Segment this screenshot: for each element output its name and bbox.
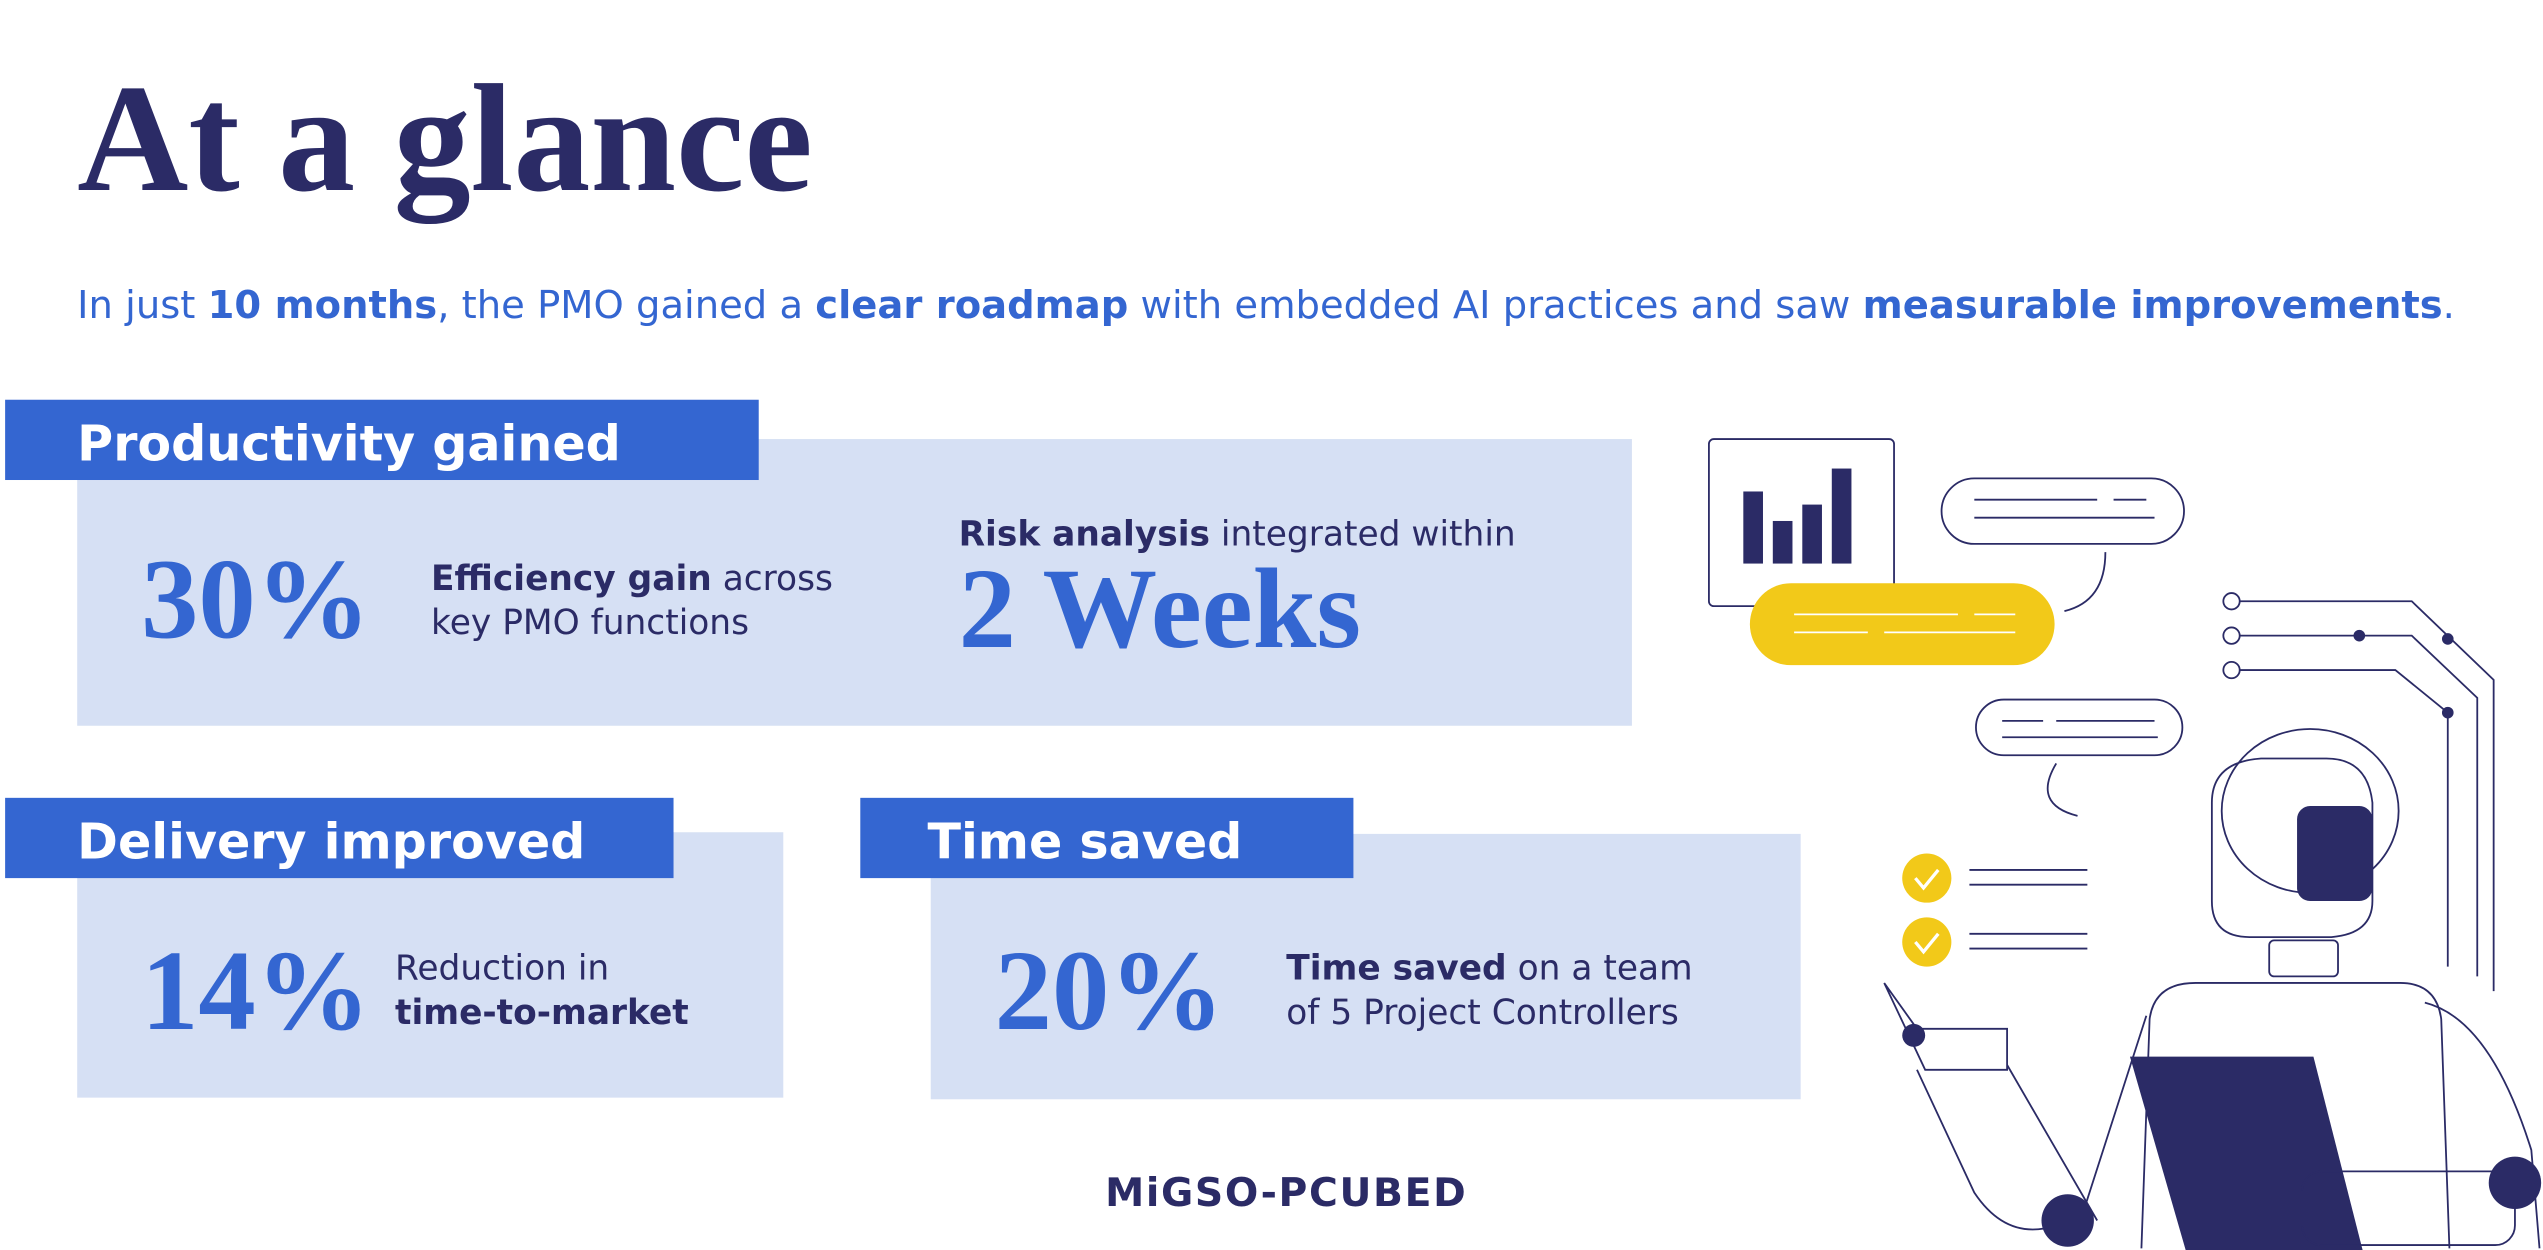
description: Reduction in time-to-market: [395, 949, 689, 1033]
stat-value: 20%: [995, 927, 1224, 1054]
card-box: [77, 439, 1632, 726]
card-tab: [5, 797, 674, 879]
text-segment: .: [2443, 283, 2455, 328]
subtitle: In just 10 months, the PMO gained a clea…: [77, 283, 2455, 328]
text-line: of 5 Project Controllers: [1286, 993, 1679, 1033]
stat-value: 14%: [141, 927, 370, 1054]
text-line: Efficiency gain across: [431, 559, 833, 599]
description: Risk analysis integrated within: [959, 515, 1516, 555]
text-segment: on a team: [1507, 949, 1693, 989]
text-segment: time-to-market: [395, 993, 689, 1033]
text-segment: Reduction in: [395, 949, 609, 989]
text-segment: measurable improvements: [1863, 283, 2443, 328]
text-segment: , the PMO gained a: [437, 283, 815, 328]
logo: MiGSO-PCUBED: [1105, 1171, 1467, 1216]
text-segment: key PMO functions: [431, 603, 749, 643]
description: Time saved on a team of 5 Project Control…: [1286, 949, 1692, 1033]
text-segment: clear roadmap: [815, 283, 1128, 328]
text-line: Risk analysis integrated within: [959, 515, 1516, 555]
text-segment: of 5 Project Controllers: [1286, 993, 1679, 1033]
stat-value: 30%: [141, 535, 370, 662]
text-segment: 10 months: [208, 283, 438, 328]
text-segment: integrated within: [1210, 515, 1516, 555]
text-segment: Efficiency gain: [431, 559, 712, 599]
card-tab: [860, 797, 1354, 879]
text-line: Time saved on a team: [1286, 949, 1692, 989]
text-segment: Time saved: [1286, 949, 1506, 989]
text-segment: across: [712, 559, 833, 599]
text-segment: Risk analysis: [959, 515, 1210, 555]
text-line: Reduction in: [395, 949, 609, 989]
card-heading: Time saved: [927, 812, 1242, 870]
card-heading: Productivity gained: [77, 414, 621, 472]
card-tab: [5, 399, 759, 481]
text-line: key PMO functions: [431, 603, 749, 643]
card-heading: Delivery improved: [77, 812, 585, 870]
text-segment: with embedded AI practices and saw: [1128, 283, 1862, 328]
stat-value: 2 Weeks: [959, 545, 1361, 672]
description: Efficiency gain across key PMO functions: [431, 559, 833, 643]
title: At a glance: [77, 54, 813, 224]
text-line: time-to-market: [395, 993, 689, 1033]
text-segment: In just: [77, 283, 207, 328]
illustration: [1708, 438, 2542, 1250]
